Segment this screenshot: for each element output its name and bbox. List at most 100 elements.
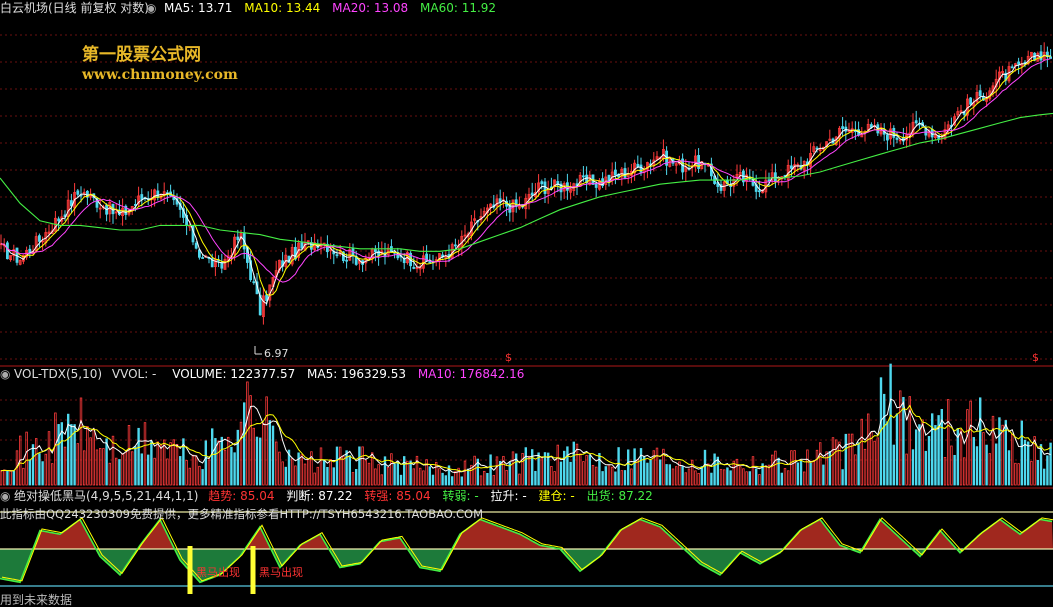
volume-bar bbox=[396, 461, 400, 486]
volume-bar bbox=[290, 458, 294, 486]
volume-bar bbox=[729, 470, 732, 486]
volume-bar bbox=[57, 424, 60, 486]
volume-bar bbox=[511, 451, 515, 486]
volume-bar bbox=[95, 449, 99, 486]
candle-body bbox=[239, 233, 243, 240]
volume-legend: VOL-TDX(5,10) VVOL: - VOLUME: 122377.57 … bbox=[14, 367, 524, 381]
volume-bar bbox=[524, 447, 528, 486]
ma-legend: MA5: 13.71 MA10: 13.44 MA20: 13.08 MA60:… bbox=[164, 1, 496, 15]
candle-body bbox=[325, 243, 329, 253]
indicator-title: 绝对操低黑马(4,9,5,5,21,44,1,1) bbox=[14, 489, 199, 503]
volume-settings-icon[interactable]: ◉ bbox=[0, 367, 11, 381]
volume-bar bbox=[969, 400, 972, 486]
volume-bar bbox=[230, 446, 233, 486]
volume-bar bbox=[755, 468, 758, 486]
candle-body bbox=[473, 218, 477, 221]
volume-bar bbox=[1014, 462, 1017, 486]
candle-body bbox=[137, 195, 141, 205]
volume-bar bbox=[537, 452, 540, 486]
volume-bar bbox=[671, 468, 675, 486]
volume-bar bbox=[188, 467, 192, 486]
volume-bar bbox=[617, 447, 620, 486]
volume-bar bbox=[342, 456, 345, 486]
volume-bar bbox=[684, 472, 688, 486]
volume-bar bbox=[370, 452, 374, 486]
candle-body bbox=[412, 267, 416, 269]
volume-bar bbox=[732, 460, 736, 486]
volume-bar bbox=[886, 421, 889, 486]
volume-bar bbox=[79, 397, 83, 486]
volume-bar bbox=[911, 449, 915, 486]
volume-bar bbox=[89, 437, 92, 486]
volume-bar bbox=[466, 468, 470, 486]
volume-bar bbox=[111, 435, 115, 486]
volume-bar bbox=[207, 459, 211, 486]
turn-strong-label: 转强: bbox=[364, 489, 393, 503]
volume-bar bbox=[700, 466, 704, 486]
volume-bar bbox=[521, 452, 524, 486]
ma10-value: MA10: 13.44 bbox=[244, 1, 321, 15]
volume-bar bbox=[386, 466, 390, 486]
volume-bar bbox=[947, 399, 950, 486]
volume-bar bbox=[508, 462, 512, 486]
volume-bar bbox=[735, 458, 739, 486]
volume-bar bbox=[402, 456, 406, 486]
volume-bar bbox=[745, 471, 748, 486]
volume-bar bbox=[406, 460, 409, 486]
candle-body bbox=[466, 233, 470, 238]
turn-strong-item: 转强: 85.04 bbox=[364, 489, 430, 503]
candle-body bbox=[76, 190, 80, 195]
volume-bar bbox=[540, 457, 544, 486]
candle-body bbox=[156, 190, 160, 198]
candle-body bbox=[201, 257, 205, 259]
volume-bar bbox=[742, 468, 745, 486]
candle-body bbox=[252, 281, 256, 284]
candle-body bbox=[719, 184, 723, 191]
volume-bar bbox=[809, 462, 812, 486]
trend-label: 趋势: bbox=[208, 489, 237, 503]
volume-bar bbox=[995, 443, 998, 486]
candle-body bbox=[898, 139, 902, 142]
volume-bar bbox=[899, 390, 902, 486]
volume-bar bbox=[627, 449, 630, 486]
volume-bar bbox=[495, 456, 499, 486]
volume-bar bbox=[6, 470, 9, 486]
volume-bar bbox=[915, 429, 918, 486]
volume-bar bbox=[86, 425, 89, 486]
volume-bar bbox=[236, 429, 240, 486]
header-settings-icon[interactable]: ◉ bbox=[146, 1, 157, 15]
candle-body bbox=[463, 234, 467, 237]
candle-body bbox=[543, 181, 547, 194]
volume-bar bbox=[457, 467, 460, 486]
candle-body bbox=[140, 194, 144, 200]
volume-bar bbox=[1033, 436, 1036, 486]
volume-bar bbox=[178, 456, 182, 486]
volume-bar bbox=[130, 451, 134, 486]
candle-body bbox=[210, 258, 214, 268]
volume-bar bbox=[415, 455, 419, 486]
candle-body bbox=[373, 249, 377, 253]
volume-bar bbox=[92, 428, 96, 486]
volume-bar bbox=[249, 395, 252, 486]
volume-bar bbox=[620, 470, 624, 486]
volume-bar bbox=[284, 466, 288, 486]
volume-bar bbox=[502, 455, 505, 486]
volume-bar bbox=[780, 472, 784, 486]
volume-bar bbox=[479, 475, 483, 486]
volume-bar bbox=[863, 448, 867, 486]
volume-bar bbox=[418, 467, 422, 486]
volume-bar bbox=[76, 443, 80, 486]
turn-strong-value: 85.04 bbox=[396, 489, 431, 503]
stock-title: 白云机场(日线 前复权 对数) bbox=[0, 1, 149, 15]
indicator-settings-icon[interactable]: ◉ bbox=[0, 489, 11, 503]
volume-bar bbox=[361, 446, 364, 486]
volume-bar bbox=[668, 464, 672, 486]
candle-body bbox=[530, 192, 534, 196]
volume-bar bbox=[258, 437, 262, 486]
volume-bar bbox=[895, 413, 899, 486]
candle-body bbox=[569, 188, 572, 193]
volume-bar bbox=[428, 466, 432, 486]
candle-body bbox=[598, 180, 601, 190]
candle-body bbox=[70, 200, 73, 207]
indicator-strong-area bbox=[0, 519, 1053, 549]
